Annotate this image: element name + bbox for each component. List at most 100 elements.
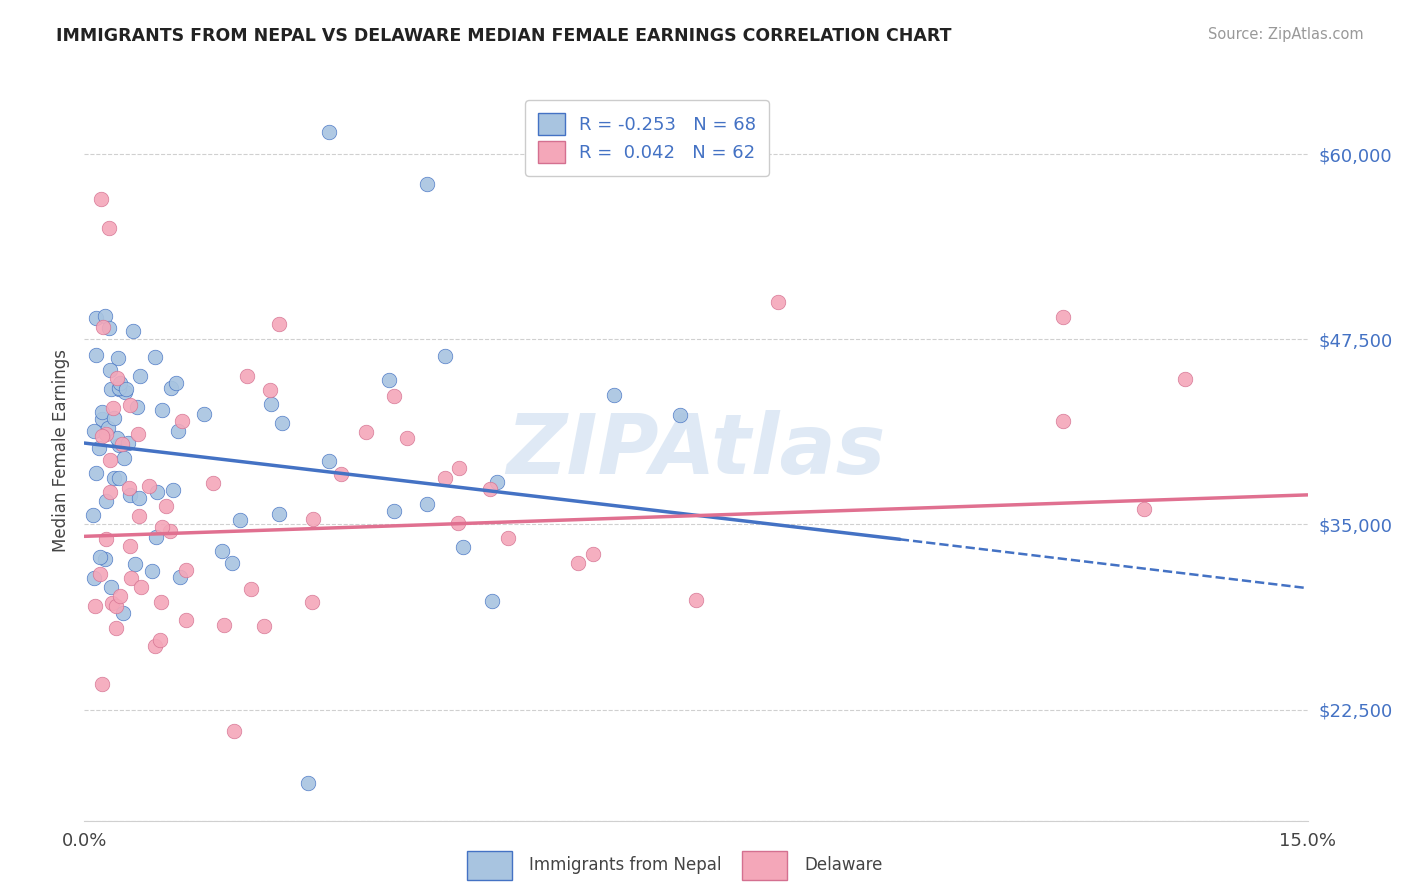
Point [118, 481, 141, 495]
Point [127, 427, 149, 442]
Y-axis label: Median Female Earnings: Median Female Earnings [52, 349, 70, 552]
Point [270, 416, 292, 430]
Point [193, 407, 215, 421]
Point [91, 405, 114, 419]
Point [240, 582, 263, 597]
Point [82, 508, 104, 522]
Point [447, 460, 470, 475]
Point [269, 318, 291, 332]
Point [111, 437, 134, 451]
Point [149, 632, 172, 647]
Point [84, 599, 107, 614]
Point [685, 592, 707, 607]
Point [143, 640, 166, 654]
Point [167, 424, 190, 438]
Point [176, 613, 198, 627]
Point [124, 557, 146, 571]
Point [162, 483, 184, 497]
Point [1133, 502, 1156, 516]
Point [108, 589, 131, 603]
Point [481, 593, 503, 607]
Point [128, 509, 150, 524]
Point [100, 580, 122, 594]
Text: Delaware: Delaware [804, 856, 883, 874]
Point [108, 471, 131, 485]
Point [224, 724, 246, 739]
Point [150, 595, 173, 609]
Point [169, 570, 191, 584]
Point [108, 381, 131, 395]
Point [766, 295, 789, 310]
Point [354, 425, 377, 439]
Point [382, 504, 405, 518]
Point [229, 513, 252, 527]
Point [103, 401, 125, 415]
Point [89, 566, 111, 581]
Point [1052, 310, 1074, 325]
Point [90, 192, 112, 206]
Point [84, 466, 107, 480]
Point [94, 309, 117, 323]
Point [98, 485, 121, 500]
Point [201, 476, 224, 491]
Point [318, 125, 340, 139]
Point [91, 319, 114, 334]
Point [97, 321, 120, 335]
Point [117, 435, 139, 450]
Point [103, 470, 125, 484]
Point [89, 550, 111, 565]
FancyBboxPatch shape [742, 851, 787, 880]
Point [479, 482, 502, 496]
Point [128, 491, 150, 506]
Point [108, 382, 131, 396]
Point [453, 540, 475, 554]
Point [377, 373, 399, 387]
Point [212, 618, 235, 632]
Point [498, 531, 520, 545]
Point [104, 621, 127, 635]
Point [174, 563, 197, 577]
Point [127, 400, 149, 414]
Point [105, 432, 128, 446]
Point [269, 507, 291, 521]
Point [301, 512, 323, 526]
Point [97, 421, 120, 435]
Point [84, 311, 107, 326]
Point [416, 498, 439, 512]
Point [94, 552, 117, 566]
Point [297, 776, 319, 790]
Point [118, 398, 141, 412]
Text: Immigrants from Nepal: Immigrants from Nepal [529, 856, 721, 874]
Point [211, 544, 233, 558]
Point [108, 437, 131, 451]
Point [128, 369, 150, 384]
Point [120, 571, 142, 585]
Point [221, 556, 243, 570]
Point [145, 530, 167, 544]
Point [433, 471, 456, 485]
Point [98, 452, 121, 467]
Point [94, 494, 117, 508]
Point [301, 594, 323, 608]
Point [382, 388, 405, 402]
Point [83, 424, 105, 438]
Point [150, 403, 173, 417]
Point [97, 221, 120, 235]
Point [1174, 372, 1197, 386]
Point [114, 384, 136, 399]
Text: Source: ZipAtlas.com: Source: ZipAtlas.com [1208, 27, 1364, 42]
Point [111, 606, 134, 620]
Point [100, 596, 122, 610]
Point [1052, 414, 1074, 428]
Text: IMMIGRANTS FROM NEPAL VS DELAWARE MEDIAN FEMALE EARNINGS CORRELATION CHART: IMMIGRANTS FROM NEPAL VS DELAWARE MEDIAN… [56, 27, 952, 45]
Point [122, 324, 145, 338]
Point [668, 408, 690, 422]
Point [91, 429, 114, 443]
Point [159, 524, 181, 538]
Text: ZIPAtlas: ZIPAtlas [506, 410, 886, 491]
Point [108, 376, 131, 391]
Point [84, 348, 107, 362]
Point [416, 177, 439, 191]
Point [90, 677, 112, 691]
Point [94, 426, 117, 441]
